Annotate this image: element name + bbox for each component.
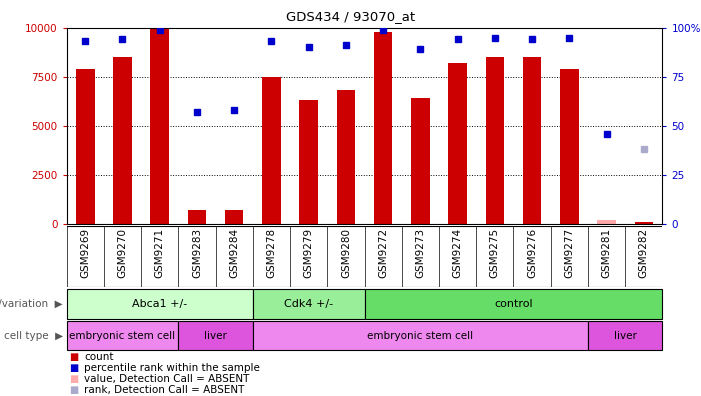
Text: Abca1 +/-: Abca1 +/-	[132, 299, 187, 309]
Text: GDS434 / 93070_at: GDS434 / 93070_at	[286, 10, 415, 23]
Text: count: count	[84, 352, 114, 362]
Bar	[225, 210, 243, 224]
Text: Cdk4 +/-: Cdk4 +/-	[284, 299, 333, 309]
Text: GSM9273: GSM9273	[416, 228, 426, 278]
Text: GSM9279: GSM9279	[304, 228, 313, 278]
Bar	[67, 321, 178, 350]
Text: percentile rank within the sample: percentile rank within the sample	[84, 363, 260, 373]
Text: genotype/variation  ▶: genotype/variation ▶	[0, 299, 63, 309]
Text: ■: ■	[69, 374, 79, 385]
Text: rank, Detection Call = ABSENT: rank, Detection Call = ABSENT	[84, 385, 245, 396]
Bar	[253, 321, 588, 350]
Text: GSM9277: GSM9277	[564, 228, 574, 278]
Text: GSM9275: GSM9275	[490, 228, 500, 278]
Bar	[374, 32, 393, 224]
Text: GSM9276: GSM9276	[527, 228, 537, 278]
Bar	[299, 100, 318, 224]
Text: GSM9274: GSM9274	[453, 228, 463, 278]
Bar	[336, 90, 355, 224]
Bar	[365, 289, 662, 319]
Text: embryonic stem cell: embryonic stem cell	[69, 331, 175, 341]
Text: ■: ■	[69, 352, 79, 362]
Text: GSM9281: GSM9281	[601, 228, 611, 278]
Bar	[151, 28, 169, 224]
Bar	[486, 57, 504, 224]
Bar	[76, 69, 95, 224]
Bar	[67, 289, 253, 319]
Text: GSM9280: GSM9280	[341, 228, 351, 278]
Text: GSM9270: GSM9270	[118, 228, 128, 278]
Bar	[188, 210, 206, 224]
Text: embryonic stem cell: embryonic stem cell	[367, 331, 473, 341]
Text: GSM9284: GSM9284	[229, 228, 239, 278]
Text: GSM9283: GSM9283	[192, 228, 202, 278]
Bar	[253, 289, 365, 319]
Text: GSM9282: GSM9282	[639, 228, 649, 278]
Text: ■: ■	[69, 385, 79, 396]
Text: GSM9269: GSM9269	[80, 228, 90, 278]
Text: GSM9272: GSM9272	[378, 228, 388, 278]
Bar	[634, 222, 653, 224]
Text: GSM9278: GSM9278	[266, 228, 276, 278]
Bar	[178, 321, 253, 350]
Bar	[588, 321, 662, 350]
Text: GSM9271: GSM9271	[155, 228, 165, 278]
Bar	[113, 57, 132, 224]
Text: cell type  ▶: cell type ▶	[4, 331, 63, 341]
Text: liver: liver	[204, 331, 227, 341]
Bar	[411, 98, 430, 224]
Bar	[597, 220, 616, 224]
Bar	[449, 63, 467, 224]
Bar	[560, 69, 578, 224]
Text: value, Detection Call = ABSENT: value, Detection Call = ABSENT	[84, 374, 250, 385]
Bar	[523, 57, 541, 224]
Text: ■: ■	[69, 363, 79, 373]
Bar	[262, 77, 280, 224]
Text: liver: liver	[614, 331, 637, 341]
Text: control: control	[494, 299, 533, 309]
